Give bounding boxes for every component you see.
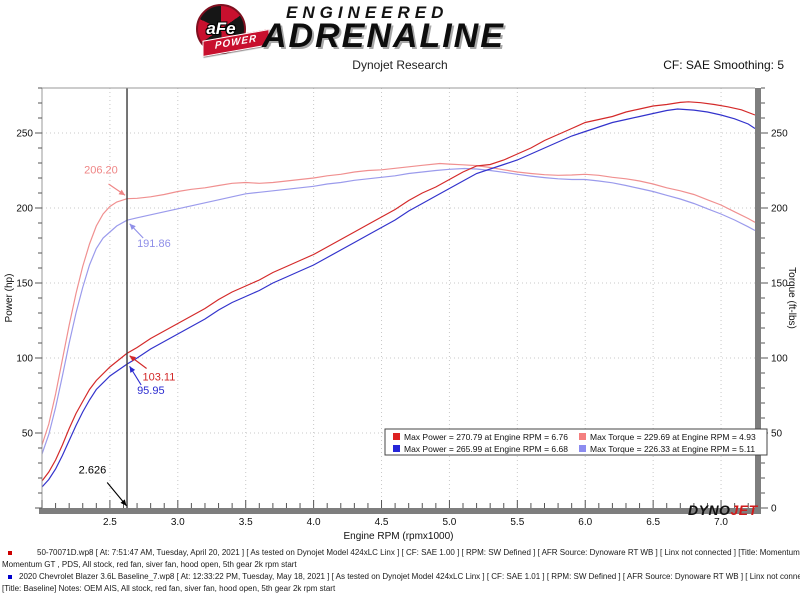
x-tick-label: 2.5 [103, 517, 117, 528]
run-notes-line: Momentum GT , PDS, All stock, red fan, s… [2, 560, 297, 569]
power-axis-title: Power (hp) [4, 274, 15, 323]
annotation-206.20: 206.20 [84, 165, 118, 177]
legend-swatch [393, 433, 400, 440]
legend-label: Max Power = 270.79 at Engine RPM = 6.76 [404, 432, 568, 442]
power-tick-label: 50 [22, 429, 34, 440]
logo-adrenaline-text: ADRENALINE [262, 17, 505, 55]
curve-power-momentum-gt [41, 101, 756, 482]
power-tick-label: 100 [16, 354, 33, 365]
torque-tick-label: 0 [771, 504, 777, 515]
annotation-103.11: 103.11 [142, 372, 175, 384]
torque-tick-label: 150 [771, 279, 788, 290]
legend-label: Max Power = 265.99 at Engine RPM = 6.68 [404, 444, 568, 454]
annotation-2.626: 2.626 [79, 465, 107, 477]
legend-swatch [579, 433, 586, 440]
torque-axis-title: Torque (ft-lbs) [786, 267, 797, 329]
logo-engineered-text: ENGINEERED [286, 3, 449, 22]
legend-box [384, 428, 768, 456]
torque-tick-label: 50 [771, 429, 783, 440]
afe-badge-text: aFe [206, 19, 236, 38]
file-info-footer: 50-70071D.wp8 [ At: 7:51:47 AM, Tuesday,… [0, 544, 800, 595]
run-info-line: 2020 Chevrolet Blazer 3.6L Baseline_7.wp… [19, 572, 800, 581]
power-tick-label: 150 [16, 279, 33, 290]
report-title: Dynojet Research [352, 58, 448, 72]
run-notes-line: [Title: Baseline] Notes: OEM AIS, All st… [2, 584, 336, 593]
dynojet-logo: DYNOJET [688, 502, 759, 518]
x-tick-label: 3.0 [171, 517, 185, 528]
x-tick-label: 4.5 [375, 517, 389, 528]
rpm-axis-title: Engine RPM (rpmx1000) [343, 531, 453, 542]
annotation-95.95: 95.95 [137, 385, 165, 397]
x-tick-label: 3.5 [239, 517, 253, 528]
run-entry-baseline: 2020 Chevrolet Blazer 3.6L Baseline_7.wp… [0, 571, 800, 595]
run-bullet-blue-icon [8, 575, 12, 579]
power-tick-label: 200 [16, 204, 33, 215]
curve-power-baseline [41, 108, 756, 488]
x-tick-label: 6.5 [646, 517, 660, 528]
legend-label: Max Torque = 226.33 at Engine RPM = 5.11 [590, 444, 755, 454]
curve-torque-baseline [41, 167, 756, 455]
run-info-line: 50-70071D.wp8 [ At: 7:51:47 AM, Tuesday,… [37, 548, 800, 557]
sub-header: Dynojet Research CF: SAE Smoothing: 5 [0, 54, 800, 78]
torque-tick-label: 100 [771, 354, 788, 365]
legend-swatch [579, 445, 586, 452]
run-entry-momentum-gt: 50-70071D.wp8 [ At: 7:51:47 AM, Tuesday,… [0, 547, 800, 571]
torque-tick-label: 200 [771, 204, 788, 215]
x-tick-label: 4.0 [307, 517, 321, 528]
dyno-chart: 2.5 3.0 3.5 4.0 4.5 5.0 5.5 6.0 6.5 7.0 50 100 150 20… [4, 87, 797, 542]
x-tick-label: 7.0 [714, 517, 728, 528]
curve-torque-momentum-gt [41, 162, 756, 446]
correction-factor-label: CF: SAE Smoothing: 5 [663, 58, 784, 72]
annotation-191.86: 191.86 [137, 238, 171, 250]
run-bullet-red-icon [8, 551, 12, 555]
legend-label: Max Torque = 229.69 at Engine RPM = 4.93 [590, 432, 756, 442]
x-tick-label: 5.5 [510, 517, 524, 528]
logo-header: aFe POWER ENGINEERED ADRENALINE [0, 0, 800, 58]
legend-swatch [393, 445, 400, 452]
torque-tick-label: 250 [771, 129, 788, 140]
x-tick-label: 6.0 [578, 517, 592, 528]
x-tick-label: 5.0 [442, 517, 456, 528]
power-tick-label: 250 [16, 129, 33, 140]
